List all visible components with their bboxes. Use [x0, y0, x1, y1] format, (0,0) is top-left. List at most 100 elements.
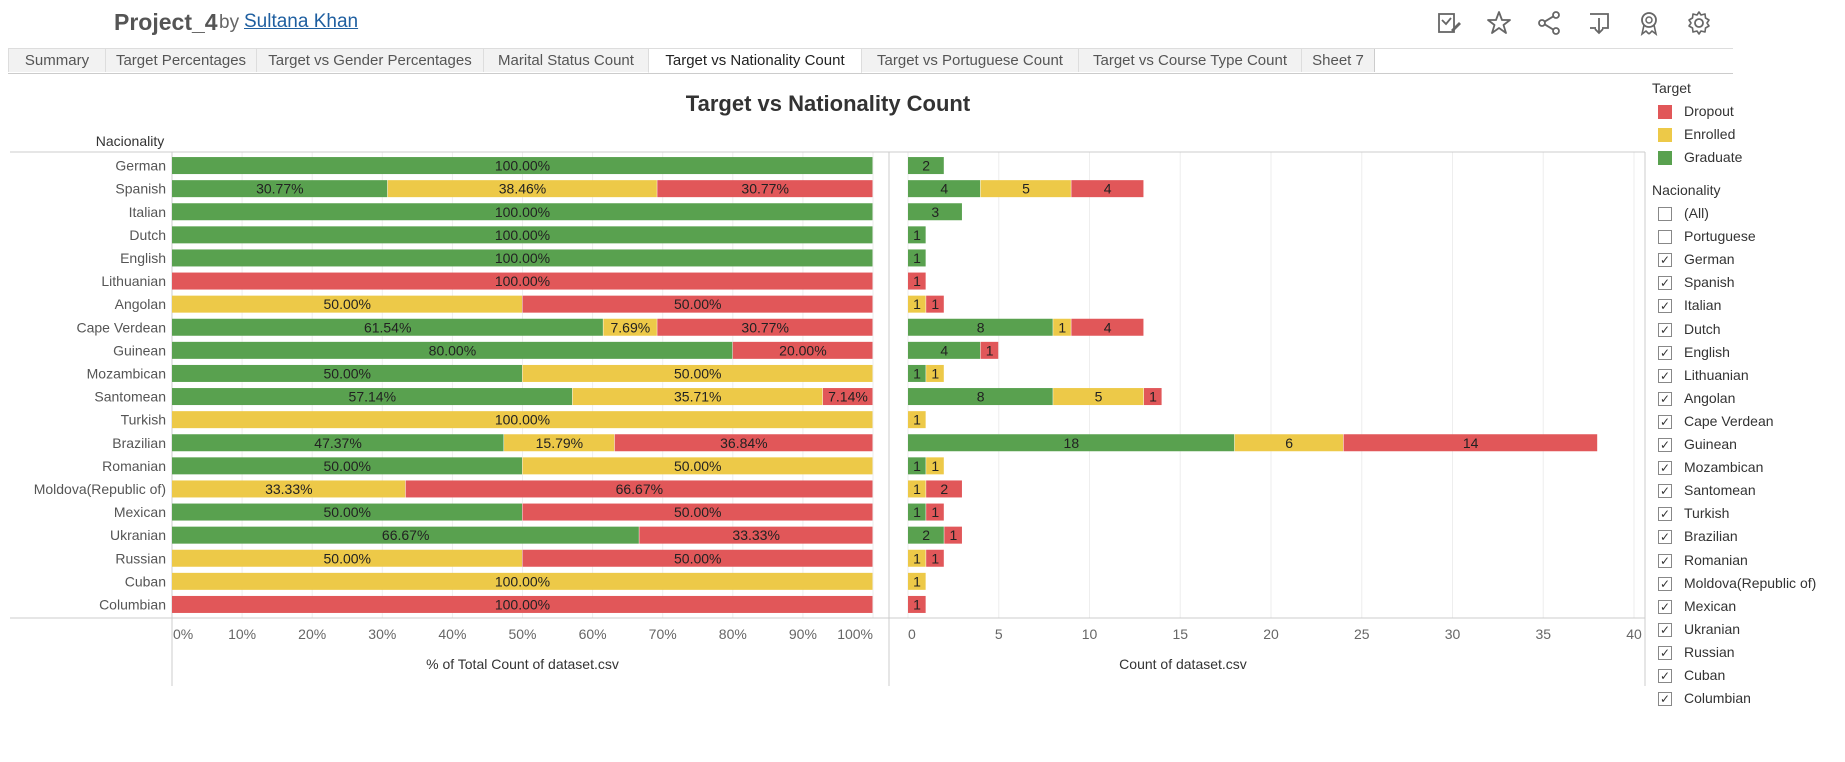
checkbox-lithuanian[interactable]: ✓	[1658, 368, 1672, 383]
row-label: Mozambican	[87, 365, 166, 381]
checkbox-german[interactable]: ✓	[1658, 253, 1672, 268]
checkbox-portuguese[interactable]	[1658, 230, 1672, 245]
bar-percent-graduate	[172, 457, 522, 475]
tab-target-percentages[interactable]: Target Percentages	[105, 49, 257, 72]
download-icon[interactable]	[1586, 10, 1612, 36]
share-icon[interactable]	[1536, 10, 1562, 36]
bar-percent-label: 100.00%	[495, 227, 550, 243]
bar-count-label: 1	[913, 550, 921, 566]
bar-percent-graduate	[172, 364, 522, 382]
filter-label: Lithuanian	[1684, 366, 1749, 383]
bar-count-label: 5	[1095, 389, 1103, 405]
row-label: Cape Verdean	[76, 319, 166, 335]
filter-label: German	[1684, 251, 1735, 268]
bar-count-label: 2	[922, 158, 930, 174]
checkbox-santomean[interactable]: ✓	[1658, 484, 1672, 499]
checkbox-ukranian[interactable]: ✓	[1658, 622, 1672, 637]
bar-percent-label: 100.00%	[495, 596, 550, 612]
x-tick-label: 0	[908, 626, 916, 642]
tab-sheet-7[interactable]: Sheet 7	[1301, 49, 1375, 72]
bar-percent-label: 35.71%	[674, 389, 721, 405]
x-tick-label: 30%	[368, 626, 396, 642]
project-title: Project_4	[114, 9, 218, 35]
bar-percent-dropout	[657, 180, 873, 198]
bar-count-graduate	[908, 157, 944, 175]
row-label: Columbian	[99, 596, 166, 612]
bar-percent-label: 50.00%	[674, 550, 721, 566]
checkbox-guinean[interactable]: ✓	[1658, 438, 1672, 452]
checkbox-all[interactable]	[1658, 207, 1672, 221]
checkbox-english[interactable]: ✓	[1658, 345, 1672, 360]
bar-count-enrolled	[908, 549, 926, 567]
bar-percent-graduate	[172, 503, 522, 521]
bar-percent-label: 38.46%	[499, 181, 546, 197]
author-link[interactable]: Sultana Khan	[244, 11, 359, 32]
tab-target-vs-portuguese-count[interactable]: Target vs Portuguese Count	[861, 49, 1079, 72]
checkbox-italian[interactable]: ✓	[1658, 299, 1672, 314]
filter-label: Brazilian	[1684, 528, 1738, 545]
checkbox-mozambican[interactable]: ✓	[1658, 461, 1672, 476]
checkbox-moldova-republic-of[interactable]: ✓	[1658, 576, 1672, 591]
filter-label: Santomean	[1684, 482, 1756, 499]
checkbox-romanian[interactable]: ✓	[1658, 553, 1672, 568]
checkbox-cuban[interactable]: ✓	[1658, 669, 1672, 683]
checkbox-columbian[interactable]: ✓	[1658, 692, 1672, 707]
bar-percent-label: 30.77%	[256, 181, 303, 197]
checkbox-russian[interactable]: ✓	[1658, 645, 1672, 660]
x-tick-label: 0%	[173, 626, 193, 642]
bar-count-enrolled	[980, 180, 1071, 198]
checkbox-cape-verdean[interactable]: ✓	[1658, 414, 1672, 429]
bar-count-graduate	[908, 341, 981, 359]
chart-title: Target vs Nationality Count	[686, 91, 971, 116]
bar-count-label: 18	[1064, 435, 1080, 451]
tab-target-vs-course-type-count[interactable]: Target vs Course Type Count	[1078, 49, 1302, 72]
x-tick-label: 100%	[837, 626, 873, 642]
bar-percent-label: 100.00%	[495, 573, 550, 589]
checkbox-dutch[interactable]: ✓	[1658, 322, 1672, 337]
bar-percent-graduate	[172, 180, 388, 198]
bar-count-label: 1	[931, 296, 939, 312]
bar-count-label: 1	[931, 365, 939, 381]
checkbox-brazilian[interactable]: ✓	[1658, 530, 1672, 545]
bar-count-graduate	[908, 203, 962, 221]
row-label: Brazilian	[112, 435, 166, 451]
row-label: Dutch	[129, 227, 166, 243]
bar-percent-label: 47.37%	[314, 435, 361, 451]
bar-percent-label: 33.33%	[265, 481, 312, 497]
bar-percent-enrolled	[172, 549, 522, 567]
tab-target-vs-nationality-count[interactable]: Target vs Nationality Count	[648, 49, 862, 73]
gear-icon[interactable]	[1686, 10, 1712, 36]
star-icon[interactable]	[1486, 10, 1512, 36]
x-axis-label-left: % of Total Count of dataset.csv	[426, 656, 619, 672]
bar-count-dropout	[1071, 180, 1144, 198]
tab-summary[interactable]: Summary	[8, 49, 106, 72]
bar-count-dropout	[980, 341, 999, 359]
row-label: Russian	[115, 550, 166, 566]
x-tick-label: 35	[1535, 626, 1551, 642]
bar-percent-label: 15.79%	[536, 435, 583, 451]
filter-label: Angolan	[1684, 389, 1736, 406]
bar-count-label: 1	[931, 458, 939, 474]
bar-count-graduate	[908, 318, 1053, 336]
filter-label: Spanish	[1684, 274, 1735, 291]
x-tick-label: 40%	[438, 626, 466, 642]
bar-count-label: 1	[1058, 319, 1066, 335]
checkbox-turkish[interactable]: ✓	[1658, 507, 1672, 522]
legend-title-target: Target	[1652, 80, 1691, 96]
checkbox-angolan[interactable]: ✓	[1658, 391, 1672, 406]
bar-count-label: 3	[931, 204, 939, 220]
bar-percent-label: 33.33%	[732, 527, 779, 543]
checkbox-spanish[interactable]: ✓	[1658, 276, 1672, 291]
checkbox-mexican[interactable]: ✓	[1658, 599, 1672, 614]
edit-icon[interactable]	[1436, 10, 1462, 36]
bar-percent-label: 50.00%	[674, 458, 721, 474]
tab-target-vs-gender-percentages[interactable]: Target vs Gender Percentages	[256, 49, 484, 72]
badge-icon[interactable]	[1636, 10, 1662, 36]
bar-percent-label: 50.00%	[674, 365, 721, 381]
tab-marital-status-count[interactable]: Marital Status Count	[483, 49, 649, 72]
x-tick-label: 60%	[579, 626, 607, 642]
legend-label: Graduate	[1684, 149, 1743, 165]
x-tick-label: 15	[1172, 626, 1188, 642]
bar-percent-dropout	[822, 388, 873, 406]
bar-percent-enrolled	[387, 180, 657, 198]
